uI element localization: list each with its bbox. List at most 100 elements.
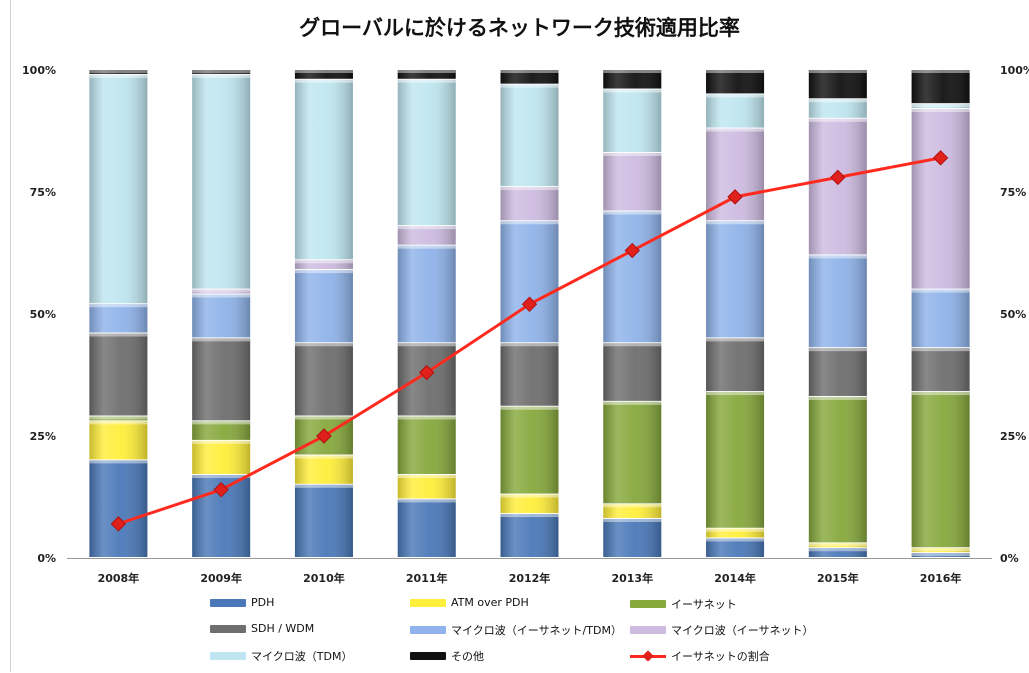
bar-highlight-0-2 xyxy=(294,484,353,488)
x-tick-label-1: 2009年 xyxy=(200,571,242,585)
legend-label: その他 xyxy=(451,650,484,663)
legend-item-1-2: マイクロ波（イーサネット） xyxy=(630,622,814,638)
legend-item-1-1: マイクロ波（イーサネット/TDM） xyxy=(410,622,622,638)
bar-shade-6-1 xyxy=(192,74,251,289)
bar-highlight-1-8 xyxy=(911,548,970,552)
y-left-tick-label-2: 50% xyxy=(30,308,56,321)
bar-shade-0-0 xyxy=(89,460,148,557)
bar-highlight-3-5 xyxy=(603,343,662,347)
legend-swatch xyxy=(630,600,666,608)
x-tick-label-3: 2011年 xyxy=(406,571,448,585)
bar-highlight-1-6 xyxy=(706,528,765,532)
bar-shade-2-5 xyxy=(603,401,662,504)
x-tick-label-8: 2016年 xyxy=(920,571,962,585)
legend-swatch xyxy=(410,598,446,607)
bar-highlight-0-8 xyxy=(911,553,970,557)
bar-shade-5-5 xyxy=(603,152,662,211)
bar-highlight-7-8 xyxy=(911,70,970,73)
bar-highlight-1-7 xyxy=(808,543,867,547)
bar-shade-2-1 xyxy=(192,421,251,440)
bar-highlight-2-1 xyxy=(192,421,251,425)
bar-shade-2-6 xyxy=(706,392,765,528)
legend-swatch xyxy=(210,598,246,607)
bar-shade-7-8 xyxy=(911,70,970,104)
bar-shade-3-0 xyxy=(89,333,148,416)
bar-highlight-0-5 xyxy=(603,518,662,522)
ethernet-share-point-8 xyxy=(932,150,949,166)
ethernet-share-point-4 xyxy=(521,296,538,312)
bar-highlight-6-5 xyxy=(603,89,662,93)
bar-highlight-2-3 xyxy=(397,416,456,420)
bar-shade-2-7 xyxy=(808,396,867,543)
bar-highlight-4-2 xyxy=(294,270,353,274)
bar-highlight-6-8 xyxy=(911,104,970,108)
bar-highlight-1-0 xyxy=(89,421,148,425)
bar-highlight-5-1 xyxy=(192,289,251,293)
bar-highlight-3-3 xyxy=(397,343,456,347)
y-left-tick-label-0: 0% xyxy=(37,552,56,565)
bar-highlight-1-5 xyxy=(603,504,662,508)
bar-shade-4-7 xyxy=(808,255,867,348)
bar-shade-0-4 xyxy=(500,514,559,557)
bar-shade-0-6 xyxy=(706,538,765,557)
bar-shade-3-6 xyxy=(706,338,765,392)
legend-label: マイクロ波（TDM） xyxy=(251,650,353,663)
bar-highlight-2-2 xyxy=(294,416,353,420)
bar-shade-6-5 xyxy=(603,89,662,152)
x-tick-label-7: 2015年 xyxy=(817,571,859,585)
bar-shade-1-0 xyxy=(89,421,148,460)
bar-highlight-2-8 xyxy=(911,392,970,396)
legend-swatch xyxy=(410,626,446,634)
ethernet-share-line-layer xyxy=(110,150,949,532)
bar-highlight-5-3 xyxy=(397,226,456,230)
bar-highlight-6-3 xyxy=(397,79,456,83)
legend-item-2-0: マイクロ波（TDM） xyxy=(210,648,352,664)
bar-shade-6-7 xyxy=(808,99,867,118)
bar-shade-5-6 xyxy=(706,128,765,221)
bar-shade-6-6 xyxy=(706,94,765,128)
y-right-tick-label-4: 100% xyxy=(1000,64,1029,77)
bar-shade-1-6 xyxy=(706,528,765,538)
bar-shade-7-4 xyxy=(500,70,559,84)
bar-highlight-6-0 xyxy=(89,74,148,78)
bar-shade-0-2 xyxy=(294,484,353,557)
bar-shade-6-4 xyxy=(500,84,559,187)
bar-shade-6-2 xyxy=(294,79,353,260)
bar-shade-1-2 xyxy=(294,455,353,484)
bar-highlight-1-1 xyxy=(192,440,251,444)
bar-highlight-2-4 xyxy=(500,406,559,410)
ethernet-share-point-6 xyxy=(727,189,743,205)
legend-line-marker xyxy=(630,651,666,661)
bar-highlight-5-8 xyxy=(911,109,970,113)
legend-label: イーサネット xyxy=(671,598,737,611)
bar-highlight-6-4 xyxy=(500,84,559,88)
chart-title: グローバルに於けるネットワーク技術適用比率 xyxy=(299,16,740,40)
bar-shade-3-7 xyxy=(808,348,867,396)
bar-highlight-1-3 xyxy=(397,475,456,479)
bar-shade-5-7 xyxy=(808,118,867,255)
bar-highlight-2-5 xyxy=(603,401,662,405)
bar-highlight-3-7 xyxy=(808,348,867,352)
legend-label: イーサネットの割合 xyxy=(671,650,770,663)
bar-shade-1-7 xyxy=(808,543,867,548)
legend-label: マイクロ波（イーサネット/TDM） xyxy=(451,624,622,637)
bar-shade-1-8 xyxy=(911,548,970,553)
bar-shade-1-5 xyxy=(603,504,662,518)
bar-highlight-3-4 xyxy=(500,343,559,347)
axes-layer: 2008年 2009年 2010年 2011年 2012年 2013年 2014年 2015年… xyxy=(22,64,1029,585)
legend-swatch xyxy=(410,652,446,660)
legend-item-0-1: ATM over PDH xyxy=(410,596,529,609)
bar-highlight-6-7 xyxy=(808,99,867,103)
bar-shade-0-5 xyxy=(603,518,662,557)
bar-shade-6-3 xyxy=(397,79,456,226)
bar-shade-7-1 xyxy=(192,70,251,74)
bar-highlight-5-4 xyxy=(500,187,559,191)
bar-highlight-0-4 xyxy=(500,514,559,518)
legend-item-0-0: PDH xyxy=(210,596,274,609)
bar-highlight-3-0 xyxy=(89,333,148,337)
bar-shade-7-0 xyxy=(89,70,148,74)
bar-highlight-5-2 xyxy=(294,260,353,264)
legend-swatch xyxy=(210,652,246,660)
bar-highlight-4-6 xyxy=(706,221,765,225)
